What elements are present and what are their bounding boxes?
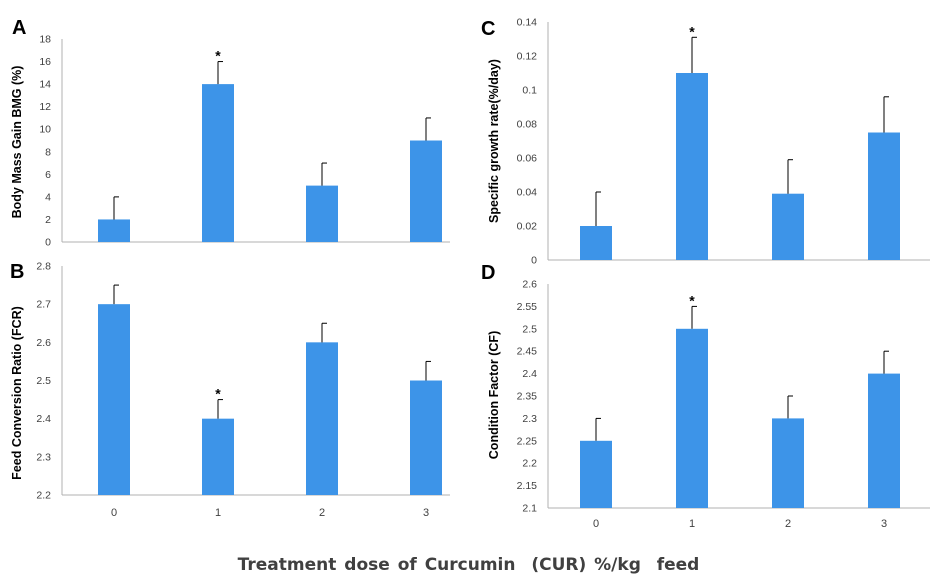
- panel-a-bar-0: [98, 219, 130, 242]
- panel-c-y-tick-label: 0.1: [522, 85, 537, 97]
- panel-c-bar-0: [580, 226, 612, 260]
- panel-b-bar-0: [98, 304, 130, 495]
- panel-d-x-tick-label: 2: [785, 518, 791, 530]
- panel-b-y-tick-label: 2.3: [36, 451, 51, 463]
- panel-a-y-tick-label: 16: [39, 56, 51, 68]
- panel-b-y-tick-label: 2.7: [36, 299, 51, 311]
- panel-b-x-tick-label: 1: [215, 507, 221, 519]
- panel-d-y-tick-label: 2.2: [522, 458, 537, 470]
- panel-c-bar-1: [676, 73, 708, 260]
- panel-d-y-tick-label: 2.5: [522, 323, 537, 335]
- panel-d-y-tick-label: 2.4: [522, 368, 537, 380]
- panel-b-y-axis-label: Feed Conversion Ratio (FCR): [10, 306, 24, 480]
- panel-c-y-tick-label: 0.08: [517, 119, 538, 131]
- panel-d-bar-3: [868, 373, 900, 508]
- panel-c-y-tick-label: 0.12: [517, 51, 538, 63]
- panel-a-y-tick-label: 10: [39, 124, 51, 136]
- panel-b-x-tick-label: 2: [319, 507, 325, 519]
- panel-c-y-tick-label: 0.06: [517, 153, 538, 165]
- panel-b-y-tick-label: 2.8: [36, 261, 51, 273]
- panel-c-significance-marker: *: [689, 23, 695, 39]
- panel-b-x-tick-label: 3: [423, 507, 429, 519]
- panel-d-x-tick-label: 1: [689, 518, 695, 530]
- panel-a-bar-3: [410, 140, 442, 242]
- panel-b-bar-1: [202, 418, 234, 495]
- panel-a-y-tick-label: 12: [39, 101, 51, 113]
- panel-a-y-tick-label: 8: [45, 146, 51, 158]
- panel-d-letter: D: [481, 262, 495, 284]
- panel-d-x-tick-label: 3: [881, 518, 887, 530]
- panel-b-significance-marker: *: [215, 386, 221, 402]
- panel-b-y-tick-label: 2.5: [36, 375, 51, 387]
- panel-d-y-tick-label: 2.25: [517, 435, 538, 447]
- panel-d-y-axis-label: Condition Factor (CF): [487, 331, 501, 459]
- panel-a-bar-2: [306, 185, 338, 242]
- panel-b-bar-3: [410, 380, 442, 495]
- panel-d-y-tick-label: 2.55: [517, 301, 538, 313]
- panel-c-y-tick-label: 0: [531, 255, 537, 267]
- panel-b-y-tick-label: 2.6: [36, 337, 51, 349]
- panel-b-x-tick-label: 0: [111, 507, 117, 519]
- panel-d-bar-0: [580, 440, 612, 508]
- panel-d-y-tick-label: 2.3: [522, 413, 537, 425]
- panel-d-x-tick-label: 0: [593, 518, 599, 530]
- panel-d-y-tick-label: 2.35: [517, 391, 538, 403]
- panel-a-significance-marker: *: [215, 48, 221, 64]
- panel-a-y-tick-label: 18: [39, 34, 51, 46]
- panel-b-y-tick-label: 2.4: [36, 413, 51, 425]
- panel-c-bar-3: [868, 132, 900, 260]
- panel-a-y-tick-label: 14: [39, 79, 51, 91]
- panel-c-bar-2: [772, 193, 804, 260]
- panel-b-letter: B: [10, 261, 24, 283]
- panel-a-bar-1: [202, 84, 234, 242]
- panel-b-y-tick-label: 2.2: [36, 490, 51, 502]
- panel-d-y-tick-label: 2.1: [522, 503, 537, 515]
- panel-d-significance-marker: *: [689, 292, 695, 308]
- panel-b-bar-2: [306, 342, 338, 495]
- panel-a-y-tick-label: 6: [45, 169, 51, 181]
- panel-a-y-tick-label: 4: [45, 191, 51, 203]
- common-x-axis-label: Treatment dose of Curcumin (CUR) %/kg fe…: [237, 555, 700, 575]
- panel-c-y-tick-label: 0.14: [517, 17, 538, 29]
- panel-d-bar-2: [772, 418, 804, 508]
- panel-d-y-tick-label: 2.45: [517, 346, 538, 358]
- panel-a-letter: A: [12, 17, 26, 39]
- panel-c-y-tick-label: 0.02: [517, 221, 538, 233]
- panel-d-y-tick-label: 2.6: [522, 279, 537, 291]
- panel-d-y-tick-label: 2.15: [517, 480, 538, 492]
- panel-c-letter: C: [481, 18, 495, 40]
- panel-c-y-axis-label: Specific growth rate(%/day): [487, 59, 501, 223]
- panel-a-y-axis-label: Body Mass Gain BMG (%): [10, 66, 24, 219]
- panel-d-bar-1: [676, 328, 708, 508]
- panel-a-y-tick-label: 2: [45, 214, 51, 226]
- panel-a-y-tick-label: 0: [45, 237, 51, 249]
- panel-c-y-tick-label: 0.04: [517, 187, 538, 199]
